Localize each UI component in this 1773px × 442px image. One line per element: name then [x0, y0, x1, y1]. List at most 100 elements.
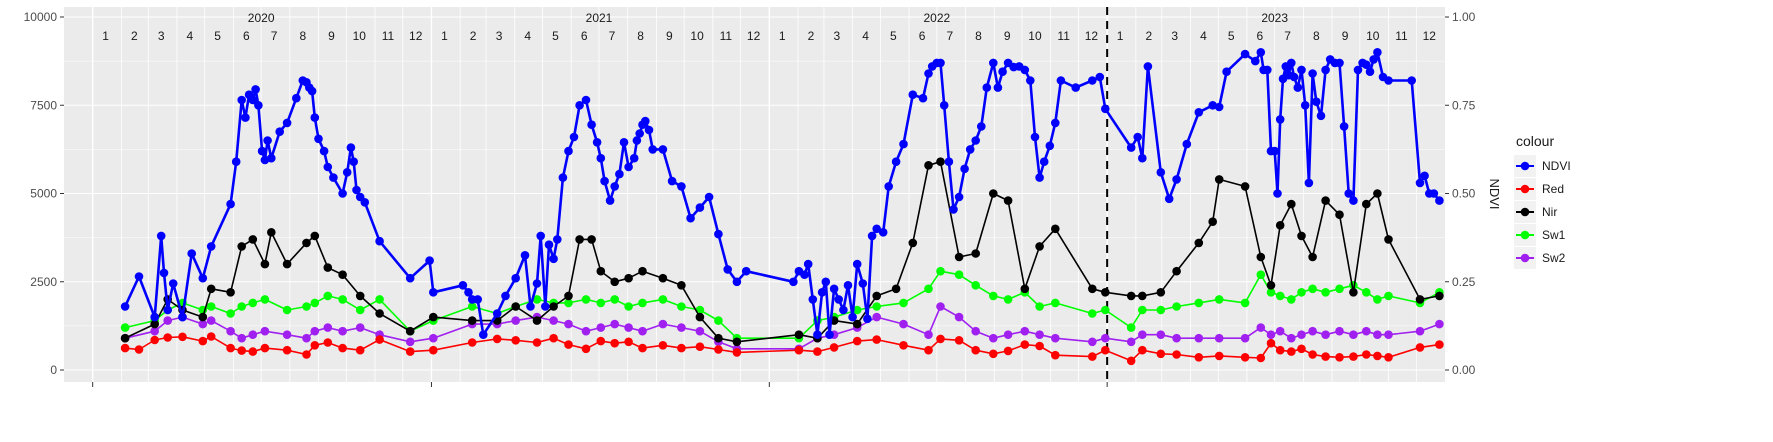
data-point-red	[596, 336, 606, 346]
data-point-ndvi	[120, 302, 130, 311]
data-point-red	[829, 343, 839, 352]
data-point-nir	[1003, 196, 1013, 205]
data-point-red	[638, 343, 647, 353]
data-point-red	[1275, 345, 1285, 355]
series-red	[120, 332, 1444, 366]
month-label: 12	[747, 29, 761, 43]
data-point-nir	[1214, 175, 1224, 184]
data-point-ndvi	[248, 95, 258, 105]
data-point-ndvi	[624, 162, 633, 172]
data-point-ndvi	[839, 305, 848, 315]
data-point-ndvi	[965, 145, 975, 154]
data-point-sw1	[226, 309, 235, 318]
data-point-ndvi	[254, 101, 263, 110]
month-label: 3	[1171, 29, 1178, 43]
data-point-sw2	[302, 333, 311, 343]
data-point-sw1	[1335, 284, 1344, 294]
data-point-ndvi	[257, 146, 267, 156]
data-point-ndvi	[251, 85, 260, 94]
left-tick-label: 10000	[24, 10, 58, 24]
data-point-ndvi	[338, 189, 347, 198]
data-point-sw2	[677, 323, 686, 332]
series-sw2	[120, 302, 1444, 354]
legend-label: Sw1	[1542, 228, 1566, 242]
data-point-sw1	[1266, 288, 1276, 297]
data-point-sw1	[1373, 295, 1382, 304]
month-label: 7	[1284, 29, 1291, 43]
data-point-nir	[429, 312, 438, 322]
data-point-sw2	[1256, 323, 1266, 332]
data-point-ndvi	[648, 145, 657, 154]
data-point-red	[1035, 341, 1044, 351]
data-point-sw2	[624, 323, 633, 332]
data-point-sw1	[1138, 305, 1147, 315]
data-point-sw1	[1384, 291, 1393, 301]
data-point-red	[206, 332, 216, 341]
data-point-nir	[323, 263, 333, 272]
data-point-ndvi	[1020, 65, 1030, 75]
left-tick-label: 7500	[30, 98, 57, 112]
data-point-red	[248, 347, 258, 356]
legend-label: Nir	[1542, 205, 1557, 219]
data-point-sw2	[198, 319, 208, 329]
data-point-ndvi	[1194, 108, 1204, 117]
data-point-ndvi	[704, 192, 714, 202]
data-point-ndvi	[520, 251, 530, 260]
data-point-ndvi	[1415, 178, 1425, 188]
data-point-ndvi	[168, 279, 178, 288]
data-point-red	[178, 332, 187, 342]
data-point-sw1	[1308, 284, 1317, 294]
month-label: 12	[1085, 29, 1099, 43]
data-point-sw2	[1373, 330, 1382, 340]
data-point-red	[1156, 349, 1166, 359]
data-point-red	[150, 335, 159, 345]
data-point-sw1	[872, 302, 881, 311]
data-point-ndvi	[275, 127, 285, 136]
month-label: 7	[609, 29, 616, 43]
data-point-sw2	[1240, 333, 1250, 343]
data-point-red	[355, 345, 365, 355]
year-label: 2021	[586, 11, 613, 25]
data-point-nir	[1321, 196, 1330, 205]
month-label: 9	[1342, 29, 1349, 43]
data-point-ndvi	[1270, 146, 1279, 156]
data-point-nir	[405, 326, 415, 336]
data-point-ndvi	[803, 259, 813, 269]
data-point-sw1	[971, 281, 980, 290]
data-point-sw1	[1287, 295, 1296, 304]
data-point-ndvi	[464, 288, 473, 297]
data-point-red	[924, 345, 933, 355]
data-point-sw2	[282, 330, 292, 340]
data-point-sw1	[714, 316, 723, 325]
data-point-ndvi	[1344, 189, 1353, 198]
data-point-ndvi	[159, 268, 169, 278]
data-point-ndvi	[511, 273, 520, 283]
data-point-sw1	[564, 298, 573, 308]
data-point-sw2	[1287, 333, 1296, 343]
data-point-red	[695, 342, 705, 352]
data-point-sw2	[163, 316, 172, 325]
data-point-sw2	[1297, 330, 1306, 340]
data-point-sw2	[1415, 326, 1425, 336]
data-point-red	[1335, 353, 1344, 362]
data-point-sw1	[1126, 323, 1136, 332]
data-point-ndvi	[629, 153, 639, 163]
data-point-nir	[1020, 284, 1030, 294]
data-point-red	[237, 346, 246, 355]
data-point-red	[1088, 352, 1097, 361]
data-point-ndvi	[1369, 55, 1378, 64]
legend-key-point	[1520, 184, 1530, 194]
data-point-ndvi	[558, 173, 568, 182]
data-point-ndvi	[813, 330, 822, 340]
month-label: 9	[1004, 29, 1011, 43]
data-point-ndvi	[458, 281, 468, 290]
data-point-ndvi	[501, 291, 510, 301]
data-point-sw2	[248, 330, 258, 340]
data-point-ndvi	[1304, 178, 1314, 188]
data-point-ndvi	[263, 136, 272, 145]
data-point-ndvi	[156, 231, 166, 241]
data-point-sw2	[1266, 330, 1276, 340]
data-point-ndvi	[808, 295, 818, 304]
data-point-red	[564, 340, 573, 349]
data-point-ndvi	[349, 157, 359, 166]
